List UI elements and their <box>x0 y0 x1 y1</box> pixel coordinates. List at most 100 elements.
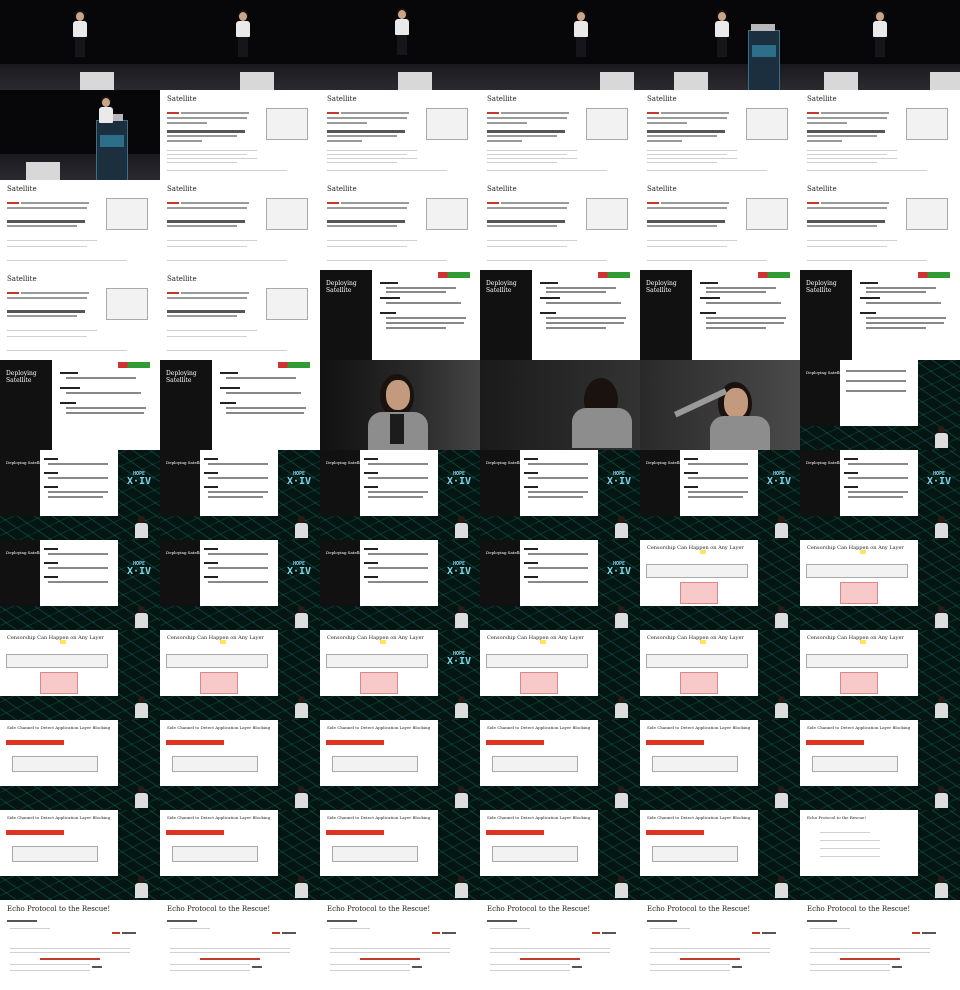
frame-slide-satellite: Satellite <box>480 180 640 270</box>
event-logo: HOPE X·IV <box>606 561 632 577</box>
frame-slide-satellite: Satellite <box>800 180 960 270</box>
slide-title: Deploying Satellite <box>6 370 37 384</box>
frame-pip-slide: Censorship Can Happen on Any Layer HOPE X… <box>320 630 480 720</box>
frame-stage <box>800 0 960 90</box>
event-logo: HOPE X·IV <box>606 471 632 487</box>
slide-title: Deploying Satellite <box>166 460 205 465</box>
frame-stage-podium <box>0 90 160 180</box>
slide-title: Satellite <box>647 185 677 193</box>
frame-stage <box>640 0 800 90</box>
slide-title: Echo Protocol to the Rescue! <box>327 905 431 913</box>
frame-pip-slide: Deploying Satellite HOPE X·IV <box>320 540 480 630</box>
slide-title: Echo Protocol to the Rescue! <box>807 905 911 913</box>
frame-slide-satellite: Satellite <box>640 180 800 270</box>
frame-pip-slide: Side Channel to Detect Application Layer… <box>480 720 640 810</box>
frame-pip-slide: Side Channel to Detect Application Layer… <box>800 720 960 810</box>
slide-title: Censorship Can Happen on Any Layer <box>807 635 904 641</box>
slide-title: Deploying Satellite <box>806 280 837 294</box>
frame-pip-slide: Side Channel to Detect Application Layer… <box>0 810 160 900</box>
frame-pip-slide: Side Channel to Detect Application Layer… <box>640 810 800 900</box>
slide-title: Echo Protocol to the Rescue! <box>167 905 271 913</box>
slide-title: Deploying Satellite <box>326 460 365 465</box>
event-logo: HOPE X·IV <box>766 471 792 487</box>
frame-slide-deploying: Deploying Satellite <box>320 270 480 360</box>
frame-stage <box>320 0 480 90</box>
slide-title: Deploying Satellite <box>646 280 677 294</box>
frame-pip-slide: Deploying Satellite HOPE X·IV <box>480 540 640 630</box>
frame-slide-satellite: Satellite <box>160 180 320 270</box>
slide-title: Deploying Satellite <box>806 370 845 375</box>
frame-pip-slide: Side Channel to Detect Application Layer… <box>320 810 480 900</box>
frame-slide-deploying: Deploying Satellite <box>160 360 320 450</box>
frame-pip-slide: Deploying Satellite HOPE X·IV <box>800 450 960 540</box>
slide-title: Side Channel to Detect Application Layer… <box>647 815 751 820</box>
slide-title: Satellite <box>807 95 837 103</box>
frame-pip-slide: Side Channel to Detect Application Layer… <box>160 720 320 810</box>
frame-slide-deploying: Deploying Satellite <box>800 270 960 360</box>
frame-pip-slide: Side Channel to Detect Application Layer… <box>640 720 800 810</box>
slide-title: Side Channel to Detect Application Layer… <box>487 725 591 730</box>
frame-pip-slide: Side Channel to Detect Application Layer… <box>320 720 480 810</box>
event-logo: HOPE X·IV <box>286 561 312 577</box>
slide-title: Deploying Satellite <box>166 550 205 555</box>
frame-pip-slide: Censorship Can Happen on Any Layer <box>640 630 800 720</box>
slide-title: Side Channel to Detect Application Layer… <box>647 725 751 730</box>
slide-title: Satellite <box>647 95 677 103</box>
slide-title: Side Channel to Detect Application Layer… <box>7 725 111 730</box>
slide-title: Censorship Can Happen on Any Layer <box>7 635 104 641</box>
frame-pip-slide: Side Channel to Detect Application Layer… <box>0 720 160 810</box>
slide-title: Deploying Satellite <box>486 550 525 555</box>
slide-title: Side Channel to Detect Application Layer… <box>807 725 911 730</box>
frame-stage <box>480 0 640 90</box>
slide-title: Deploying Satellite <box>486 460 525 465</box>
frame-stage <box>0 0 160 90</box>
frame-slide-satellite: Satellite <box>640 90 800 180</box>
frame-pip-slide: Censorship Can Happen on Any Layer <box>640 540 800 630</box>
frame-pip-slide: Deploying Satellite HOPE X·IV <box>0 450 160 540</box>
frame-slide-satellite: Satellite <box>0 180 160 270</box>
slide-title: Satellite <box>327 95 357 103</box>
slide-title: Echo Protocol to the Rescue! <box>647 905 751 913</box>
slide-title: Deploying Satellite <box>6 460 45 465</box>
frame-pip-slide: Echo Protocol to the Rescue! <box>800 810 960 900</box>
event-logo: HOPE X·IV <box>446 471 472 487</box>
slide-title: Deploying Satellite <box>326 280 357 294</box>
frame-slide-deploying: Deploying Satellite <box>640 270 800 360</box>
slide-title: Side Channel to Detect Application Layer… <box>487 815 591 820</box>
frame-slide-deploying: Deploying Satellite <box>0 360 160 450</box>
frame-slide-satellite: Satellite <box>160 90 320 180</box>
frame-pip-slide: Deploying Satellite HOPE X·IV <box>320 450 480 540</box>
frame-pip-slide: Censorship Can Happen on Any Layer <box>480 630 640 720</box>
frame-pip-slide: Side Channel to Detect Application Layer… <box>480 810 640 900</box>
slide-title: Echo Protocol to the Rescue! <box>487 905 591 913</box>
event-logo: HOPE X·IV <box>126 561 152 577</box>
frame-stage <box>160 0 320 90</box>
frame-slide-satellite: Satellite <box>0 270 160 360</box>
frame-slide-echo: Echo Protocol to the Rescue! <box>800 900 960 990</box>
slide-title: Side Channel to Detect Application Layer… <box>7 815 111 820</box>
slide-title: Satellite <box>7 185 37 193</box>
podium <box>748 24 780 90</box>
slide-title: Censorship Can Happen on Any Layer <box>327 635 424 641</box>
slide-title: Satellite <box>487 185 517 193</box>
event-logo: HOPE X·IV <box>446 651 472 667</box>
event-logo: HOPE X·IV <box>286 471 312 487</box>
frame-slide-satellite: Satellite <box>160 270 320 360</box>
frame-pip-slide: Deploying Satellite <box>800 360 960 450</box>
frame-pip-slide: Deploying Satellite HOPE X·IV <box>160 450 320 540</box>
frame-pip-slide: Side Channel to Detect Application Layer… <box>160 810 320 900</box>
frame-slide-echo: Echo Protocol to the Rescue! <box>480 900 640 990</box>
frame-pip-slide: Censorship Can Happen on Any Layer <box>0 630 160 720</box>
frame-slide-echo: Echo Protocol to the Rescue! <box>640 900 800 990</box>
slide-title: Censorship Can Happen on Any Layer <box>167 635 264 641</box>
podium <box>96 114 128 180</box>
slide-title: Deploying Satellite <box>646 460 685 465</box>
slide-title: Side Channel to Detect Application Layer… <box>327 725 431 730</box>
frame-pip-slide: Censorship Can Happen on Any Layer <box>800 630 960 720</box>
frame-pip-slide: Deploying Satellite HOPE X·IV <box>160 540 320 630</box>
frame-slide-satellite: Satellite <box>320 90 480 180</box>
frame-pip-slide: Deploying Satellite HOPE X·IV <box>640 450 800 540</box>
frame-pip-slide: Censorship Can Happen on Any Layer <box>160 630 320 720</box>
slide-title: Satellite <box>327 185 357 193</box>
